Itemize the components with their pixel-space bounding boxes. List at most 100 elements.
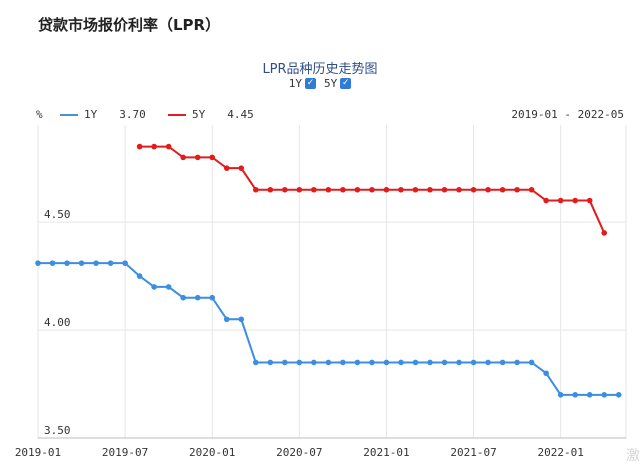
data-point-1y: [267, 359, 274, 366]
data-point-1y: [252, 359, 259, 366]
data-point-1y: [369, 359, 375, 366]
page-title: 贷款市场报价利率（LPR）: [38, 16, 221, 34]
data-point-5y: [470, 186, 477, 193]
data-point-1y: [311, 359, 317, 366]
data-point-5y: [151, 143, 157, 150]
data-point-1y: [165, 284, 172, 290]
data-point-1y: [615, 392, 622, 398]
data-point-1y: [543, 370, 549, 377]
data-point-1y: [441, 359, 448, 366]
watermark: 激: [626, 448, 640, 464]
data-point-5y: [427, 186, 433, 193]
data-point-1y: [93, 260, 99, 266]
data-point-5y: [528, 186, 535, 193]
data-point-1y: [383, 359, 390, 366]
data-point-1y: [354, 359, 361, 366]
data-point-1y: [427, 359, 433, 366]
data-point-1y: [499, 359, 506, 366]
data-point-1y: [528, 359, 535, 366]
y-tick-label: 3.50: [44, 424, 71, 437]
data-point-1y: [136, 273, 143, 279]
data-point-5y: [340, 186, 346, 193]
data-point-5y: [398, 186, 404, 193]
data-point-1y: [209, 294, 216, 301]
x-tick-label: 2021-01: [363, 446, 409, 459]
data-point-5y: [296, 186, 303, 193]
checkbox-1y-icon[interactable]: ✓: [305, 78, 316, 89]
data-point-5y: [180, 154, 186, 161]
data-point-1y: [601, 392, 608, 398]
legend-item-1y[interactable]: 1Y 3.70: [60, 108, 146, 121]
data-point-1y: [572, 392, 578, 398]
data-point-5y: [282, 186, 288, 193]
data-point-5y: [572, 197, 578, 204]
data-point-5y: [252, 186, 259, 193]
data-point-1y: [470, 359, 477, 366]
data-point-5y: [499, 186, 506, 193]
x-tick-label: 2019-07: [102, 446, 148, 459]
legend-item-5y[interactable]: 5Y 4.45: [168, 108, 254, 121]
data-point-1y: [122, 260, 128, 266]
y-unit-label: %: [36, 108, 43, 121]
series-toggles: 1Y ✓ 5Y ✓: [0, 77, 640, 90]
legend-name-5y: 5Y: [192, 108, 206, 121]
x-tick-label: 2022-01: [537, 446, 583, 459]
data-point-5y: [267, 186, 274, 193]
toggle-5y-label: 5Y: [324, 77, 338, 90]
toggle-5y[interactable]: 5Y ✓: [324, 77, 352, 90]
y-tick-label: 4.50: [44, 208, 71, 221]
data-point-1y: [180, 294, 186, 301]
toggle-1y[interactable]: 1Y ✓: [289, 77, 316, 90]
data-point-5y: [383, 186, 390, 193]
data-point-5y: [441, 186, 448, 193]
data-point-5y: [601, 230, 608, 236]
data-point-1y: [151, 284, 157, 290]
data-point-1y: [340, 359, 346, 366]
data-point-5y: [194, 154, 201, 161]
data-point-1y: [282, 359, 288, 366]
data-point-1y: [107, 260, 114, 266]
data-point-5y: [412, 186, 419, 193]
data-point-5y: [456, 186, 462, 193]
data-point-1y: [194, 294, 201, 301]
data-point-1y: [64, 260, 70, 266]
data-point-1y: [412, 359, 419, 366]
data-point-1y: [398, 359, 404, 366]
y-tick-label: 4.00: [44, 316, 71, 329]
data-point-1y: [296, 359, 303, 366]
data-point-5y: [165, 143, 172, 150]
data-point-1y: [35, 260, 41, 266]
data-point-1y: [456, 359, 462, 366]
data-point-5y: [514, 186, 520, 193]
chart-title: LPR品种历史走势图: [262, 62, 378, 77]
legend-value-1y: 3.70: [119, 108, 146, 121]
data-point-5y: [209, 154, 216, 161]
data-point-1y: [49, 260, 56, 266]
data-point-5y: [369, 186, 375, 193]
x-tick-label: 2020-01: [189, 446, 235, 459]
legend: % 1Y 3.70 5Y 4.45 2019-01 - 2022-05: [0, 108, 640, 124]
data-point-1y: [223, 316, 230, 323]
checkbox-5y-icon[interactable]: ✓: [340, 78, 352, 89]
data-point-5y: [586, 197, 593, 204]
legend-line-1y-icon: [60, 113, 78, 116]
data-point-1y: [586, 392, 593, 398]
x-tick-label: 2020-07: [276, 446, 322, 459]
data-point-5y: [136, 143, 143, 150]
date-range: 2019-01 - 2022-05: [511, 108, 624, 121]
data-point-5y: [325, 186, 332, 193]
data-point-1y: [514, 359, 520, 366]
data-point-5y: [223, 165, 230, 171]
data-point-1y: [485, 359, 491, 366]
data-point-5y: [238, 165, 245, 171]
data-point-5y: [485, 186, 491, 193]
data-point-1y: [325, 359, 332, 366]
data-point-5y: [354, 186, 361, 193]
data-point-5y: [311, 186, 317, 193]
x-tick-label: 2021-07: [450, 446, 496, 459]
data-point-5y: [543, 197, 549, 204]
toggle-1y-label: 1Y: [288, 77, 302, 90]
data-point-5y: [557, 197, 564, 204]
legend-line-5y-icon: [168, 113, 186, 116]
